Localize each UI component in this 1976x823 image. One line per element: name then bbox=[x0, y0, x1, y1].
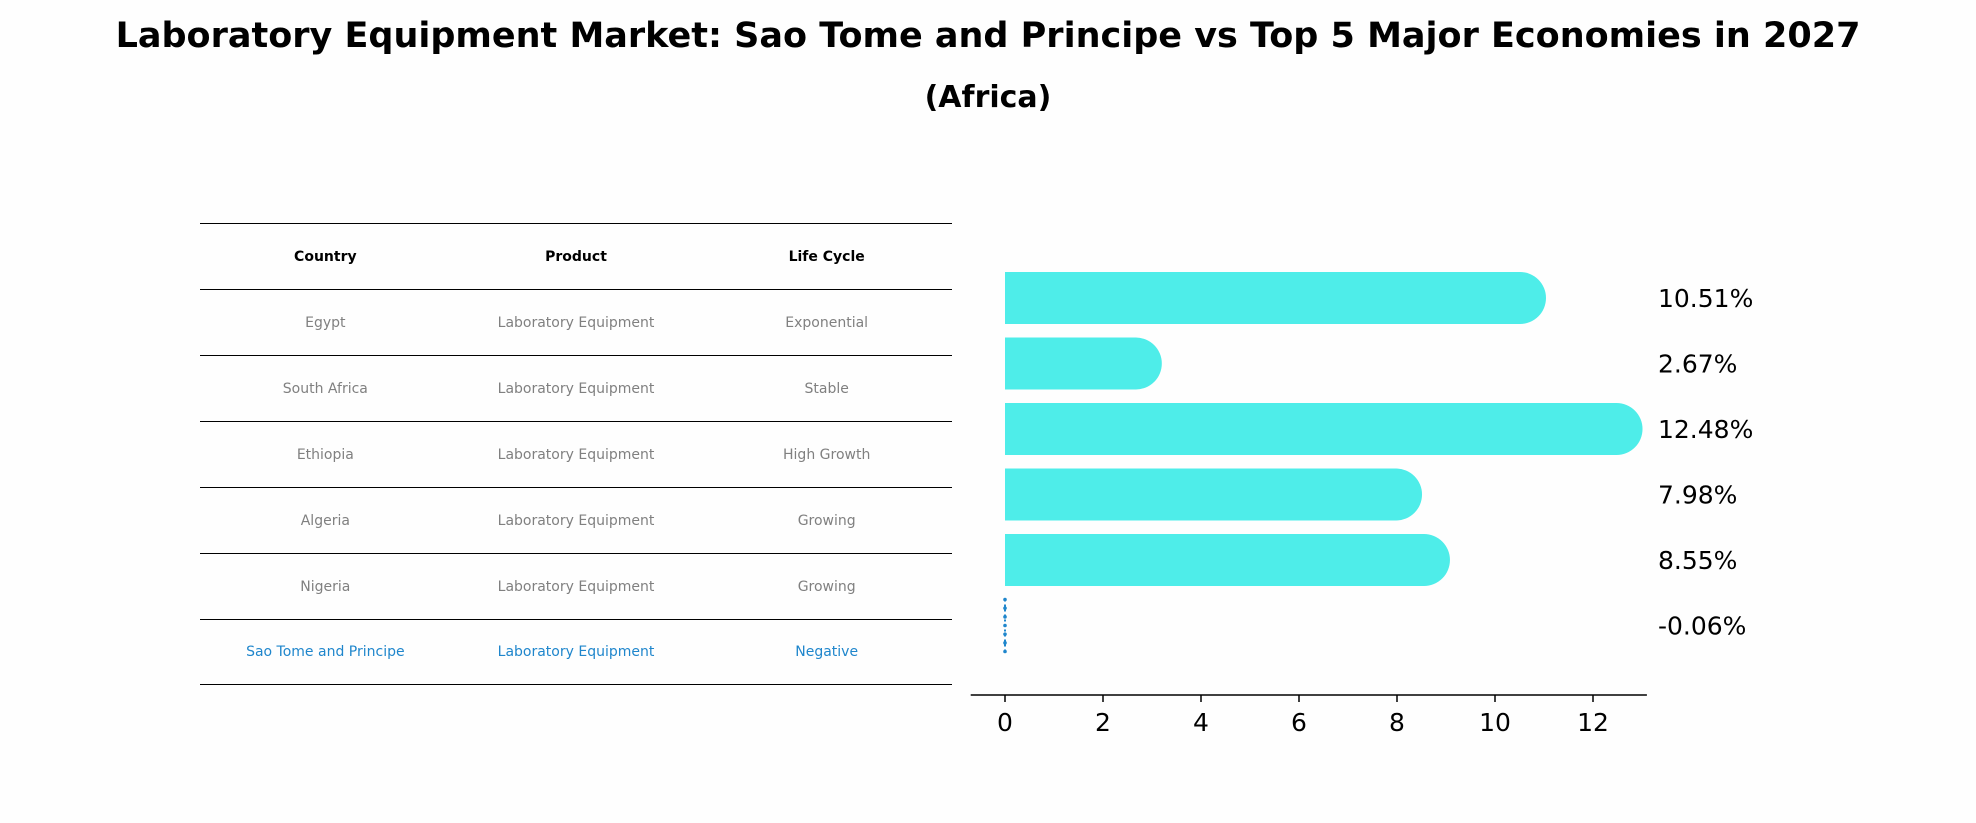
country-cell: Algeria bbox=[300, 512, 350, 529]
country-cell: South Africa bbox=[282, 380, 368, 397]
country-cell: Ethiopia bbox=[296, 446, 354, 463]
product-cell: Laboratory Equipment bbox=[497, 578, 655, 595]
table-row: Nigeria Laboratory Equipment Growing bbox=[200, 553, 952, 619]
data-label: 2.67% bbox=[1658, 350, 1737, 379]
country-cell: Nigeria bbox=[300, 578, 351, 595]
data-label: 8.55% bbox=[1658, 546, 1737, 575]
product-cell: Laboratory Equipment bbox=[497, 644, 655, 660]
life-cycle-cell: Growing bbox=[797, 578, 856, 595]
x-tick-label: 6 bbox=[1291, 708, 1307, 737]
header-product: Product bbox=[545, 248, 607, 265]
x-tick-label: 8 bbox=[1389, 708, 1405, 737]
product-cell: Laboratory Equipment bbox=[497, 512, 655, 529]
country-cell: Sao Tome and Principe bbox=[246, 644, 405, 660]
chart-title: Laboratory Equipment Market: Sao Tome an… bbox=[115, 16, 1861, 56]
bar-point bbox=[1003, 649, 1007, 654]
bar bbox=[1005, 272, 1546, 324]
bar-point bbox=[1003, 606, 1007, 610]
data-label: 7.98% bbox=[1658, 481, 1737, 510]
bar bbox=[1005, 337, 1162, 390]
bar bbox=[1005, 534, 1450, 586]
data-label: -0.06% bbox=[1658, 612, 1746, 641]
header-life-cycle: Life Cycle bbox=[788, 248, 865, 265]
life-cycle-cell: High Growth bbox=[783, 446, 871, 463]
table-row: Algeria Laboratory Equipment Growing bbox=[200, 487, 952, 553]
life-cycle-cell: Stable bbox=[804, 380, 849, 397]
table-row-highlight: Sao Tome and Principe Laboratory Equipme… bbox=[200, 619, 952, 685]
bar-point bbox=[1003, 641, 1007, 645]
product-cell: Laboratory Equipment bbox=[497, 380, 655, 397]
market-table: Country Product Life Cycle Egypt Laborat… bbox=[200, 223, 952, 685]
x-tick-label: 4 bbox=[1193, 708, 1209, 737]
bar-point bbox=[1003, 615, 1007, 619]
x-tick-label: 0 bbox=[997, 708, 1013, 737]
bar-point bbox=[1003, 632, 1007, 636]
product-cell: Laboratory Equipment bbox=[497, 446, 655, 463]
life-cycle-cell: Exponential bbox=[785, 314, 869, 331]
x-tick-label: 2 bbox=[1095, 708, 1111, 737]
chart-subtitle: (Africa) bbox=[924, 80, 1052, 115]
country-cell: Egypt bbox=[305, 314, 346, 331]
header-country: Country bbox=[294, 248, 357, 265]
table-row: Ethiopia Laboratory Equipment High Growt… bbox=[200, 421, 952, 487]
x-tick-label: 12 bbox=[1577, 708, 1609, 737]
data-label: 12.48% bbox=[1658, 415, 1753, 444]
bar bbox=[1005, 468, 1423, 521]
x-tick-label: 10 bbox=[1479, 708, 1511, 737]
life-cycle-cell: Negative bbox=[795, 644, 859, 660]
data-label: 10.51% bbox=[1658, 284, 1753, 313]
growth-bar-chart: 10.51% 2.67% 12.48% 7.98% 8.55% -0.06% 0 2 4 6 8 10… bbox=[970, 272, 1753, 737]
life-cycle-cell: Growing bbox=[797, 512, 856, 529]
bar-point bbox=[1003, 597, 1007, 602]
bar bbox=[1005, 403, 1643, 455]
table-row: Egypt Laboratory Equipment Exponential bbox=[200, 289, 952, 355]
bar-point bbox=[1003, 623, 1007, 628]
table-row: South Africa Laboratory Equipment Stable bbox=[200, 355, 952, 421]
product-cell: Laboratory Equipment bbox=[497, 314, 655, 331]
table-header-row: Country Product Life Cycle bbox=[200, 223, 952, 289]
